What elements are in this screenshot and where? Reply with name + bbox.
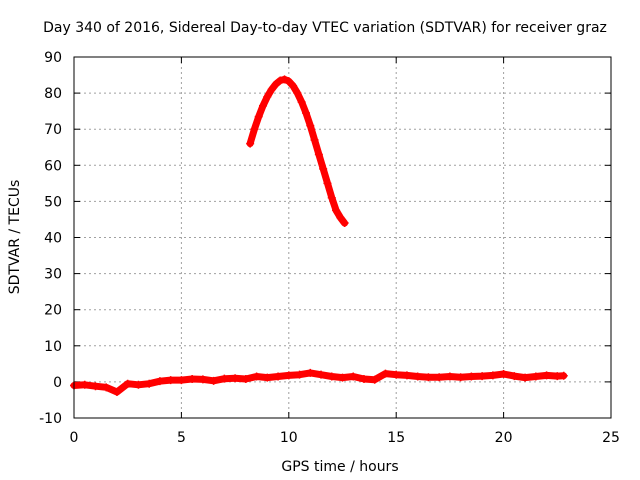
data-point — [254, 112, 263, 121]
data-point — [332, 206, 341, 215]
data-point — [301, 108, 310, 117]
y-tick-label: 10 — [44, 339, 62, 355]
data-point — [310, 136, 319, 145]
plot-frame — [73, 56, 612, 419]
y-tick-label: 30 — [44, 267, 62, 283]
data-point — [250, 125, 259, 134]
data-point — [166, 376, 175, 385]
data-point — [317, 370, 326, 379]
data-point — [499, 369, 508, 378]
data-point — [123, 379, 132, 388]
data-point — [276, 76, 285, 85]
y-axis-label: SDTVAR / TECUs — [7, 180, 23, 295]
data-point — [293, 89, 302, 98]
data-point — [319, 164, 328, 173]
y-tick-label: 50 — [44, 194, 62, 210]
x-tick-label: 10 — [280, 430, 298, 446]
data-point — [295, 370, 304, 379]
y-tick-label: 40 — [44, 231, 62, 247]
y-tick-label: -10 — [39, 411, 62, 427]
data-point — [80, 380, 89, 389]
x-tick-label: 0 — [70, 430, 79, 446]
x-tick-label: 25 — [602, 430, 620, 446]
grid — [74, 57, 611, 418]
y-tick-label: 80 — [44, 86, 62, 102]
y-tick-label: 20 — [44, 303, 62, 319]
data-point — [402, 371, 411, 380]
data-point — [209, 376, 218, 385]
data-point — [231, 374, 240, 383]
data-point — [323, 179, 332, 188]
data-point — [91, 382, 100, 391]
y-tick-label: 90 — [44, 50, 62, 66]
data-point — [478, 372, 487, 381]
data-point — [271, 80, 280, 89]
data-point — [559, 371, 568, 380]
data-point — [155, 377, 164, 386]
data-point — [274, 372, 283, 381]
chart-title: Day 340 of 2016, Sidereal Day-to-day VTE… — [43, 20, 607, 36]
data-series — [70, 75, 568, 397]
data-point — [488, 371, 497, 380]
x-tick-label: 20 — [495, 430, 513, 446]
data-point — [145, 379, 154, 388]
data-point — [188, 375, 197, 384]
data-point — [198, 375, 207, 384]
data-point — [263, 373, 272, 382]
data-point — [259, 101, 268, 110]
data-point — [284, 371, 293, 380]
data-point — [435, 373, 444, 382]
data-point — [134, 380, 143, 389]
data-point — [336, 213, 345, 222]
data-point — [306, 121, 315, 130]
data-point — [289, 81, 298, 90]
y-tick-label: 70 — [44, 122, 62, 138]
data-point — [327, 372, 336, 381]
data-point — [521, 373, 530, 382]
data-point — [297, 98, 306, 107]
data-point — [542, 371, 551, 380]
y-tick-label: 0 — [53, 375, 62, 391]
data-point — [392, 370, 401, 379]
data-point — [102, 383, 111, 392]
data-point — [340, 219, 349, 228]
data-point — [370, 375, 379, 384]
data-point — [381, 369, 390, 378]
x-axis-label: GPS time / hours — [281, 459, 398, 475]
x-tick-label: 15 — [387, 430, 405, 446]
data-point — [456, 373, 465, 382]
y-tick-label: 60 — [44, 158, 62, 174]
data-point — [263, 92, 272, 101]
data-point — [246, 139, 255, 148]
data-point — [280, 75, 289, 84]
x-tick-label: 5 — [177, 430, 186, 446]
data-point — [252, 372, 261, 381]
data-point — [510, 372, 519, 381]
data-point — [413, 372, 422, 381]
data-point — [338, 373, 347, 382]
data-point — [220, 374, 229, 383]
data-point — [349, 372, 358, 381]
data-point — [445, 372, 454, 381]
data-point — [314, 150, 323, 159]
data-point — [241, 375, 250, 384]
data-point — [267, 85, 276, 94]
data-point — [284, 77, 293, 86]
data-point — [306, 368, 315, 377]
data-point — [327, 193, 336, 202]
data-point — [424, 373, 433, 382]
axis-ticks: 0 5 10 15 20 25 -10 0 10 20 30 40 50 60 70 80 90 — [39, 50, 620, 446]
data-point — [112, 388, 121, 397]
data-point — [467, 372, 476, 381]
data-point — [177, 376, 186, 385]
data-point — [531, 372, 540, 381]
data-point — [359, 375, 368, 384]
